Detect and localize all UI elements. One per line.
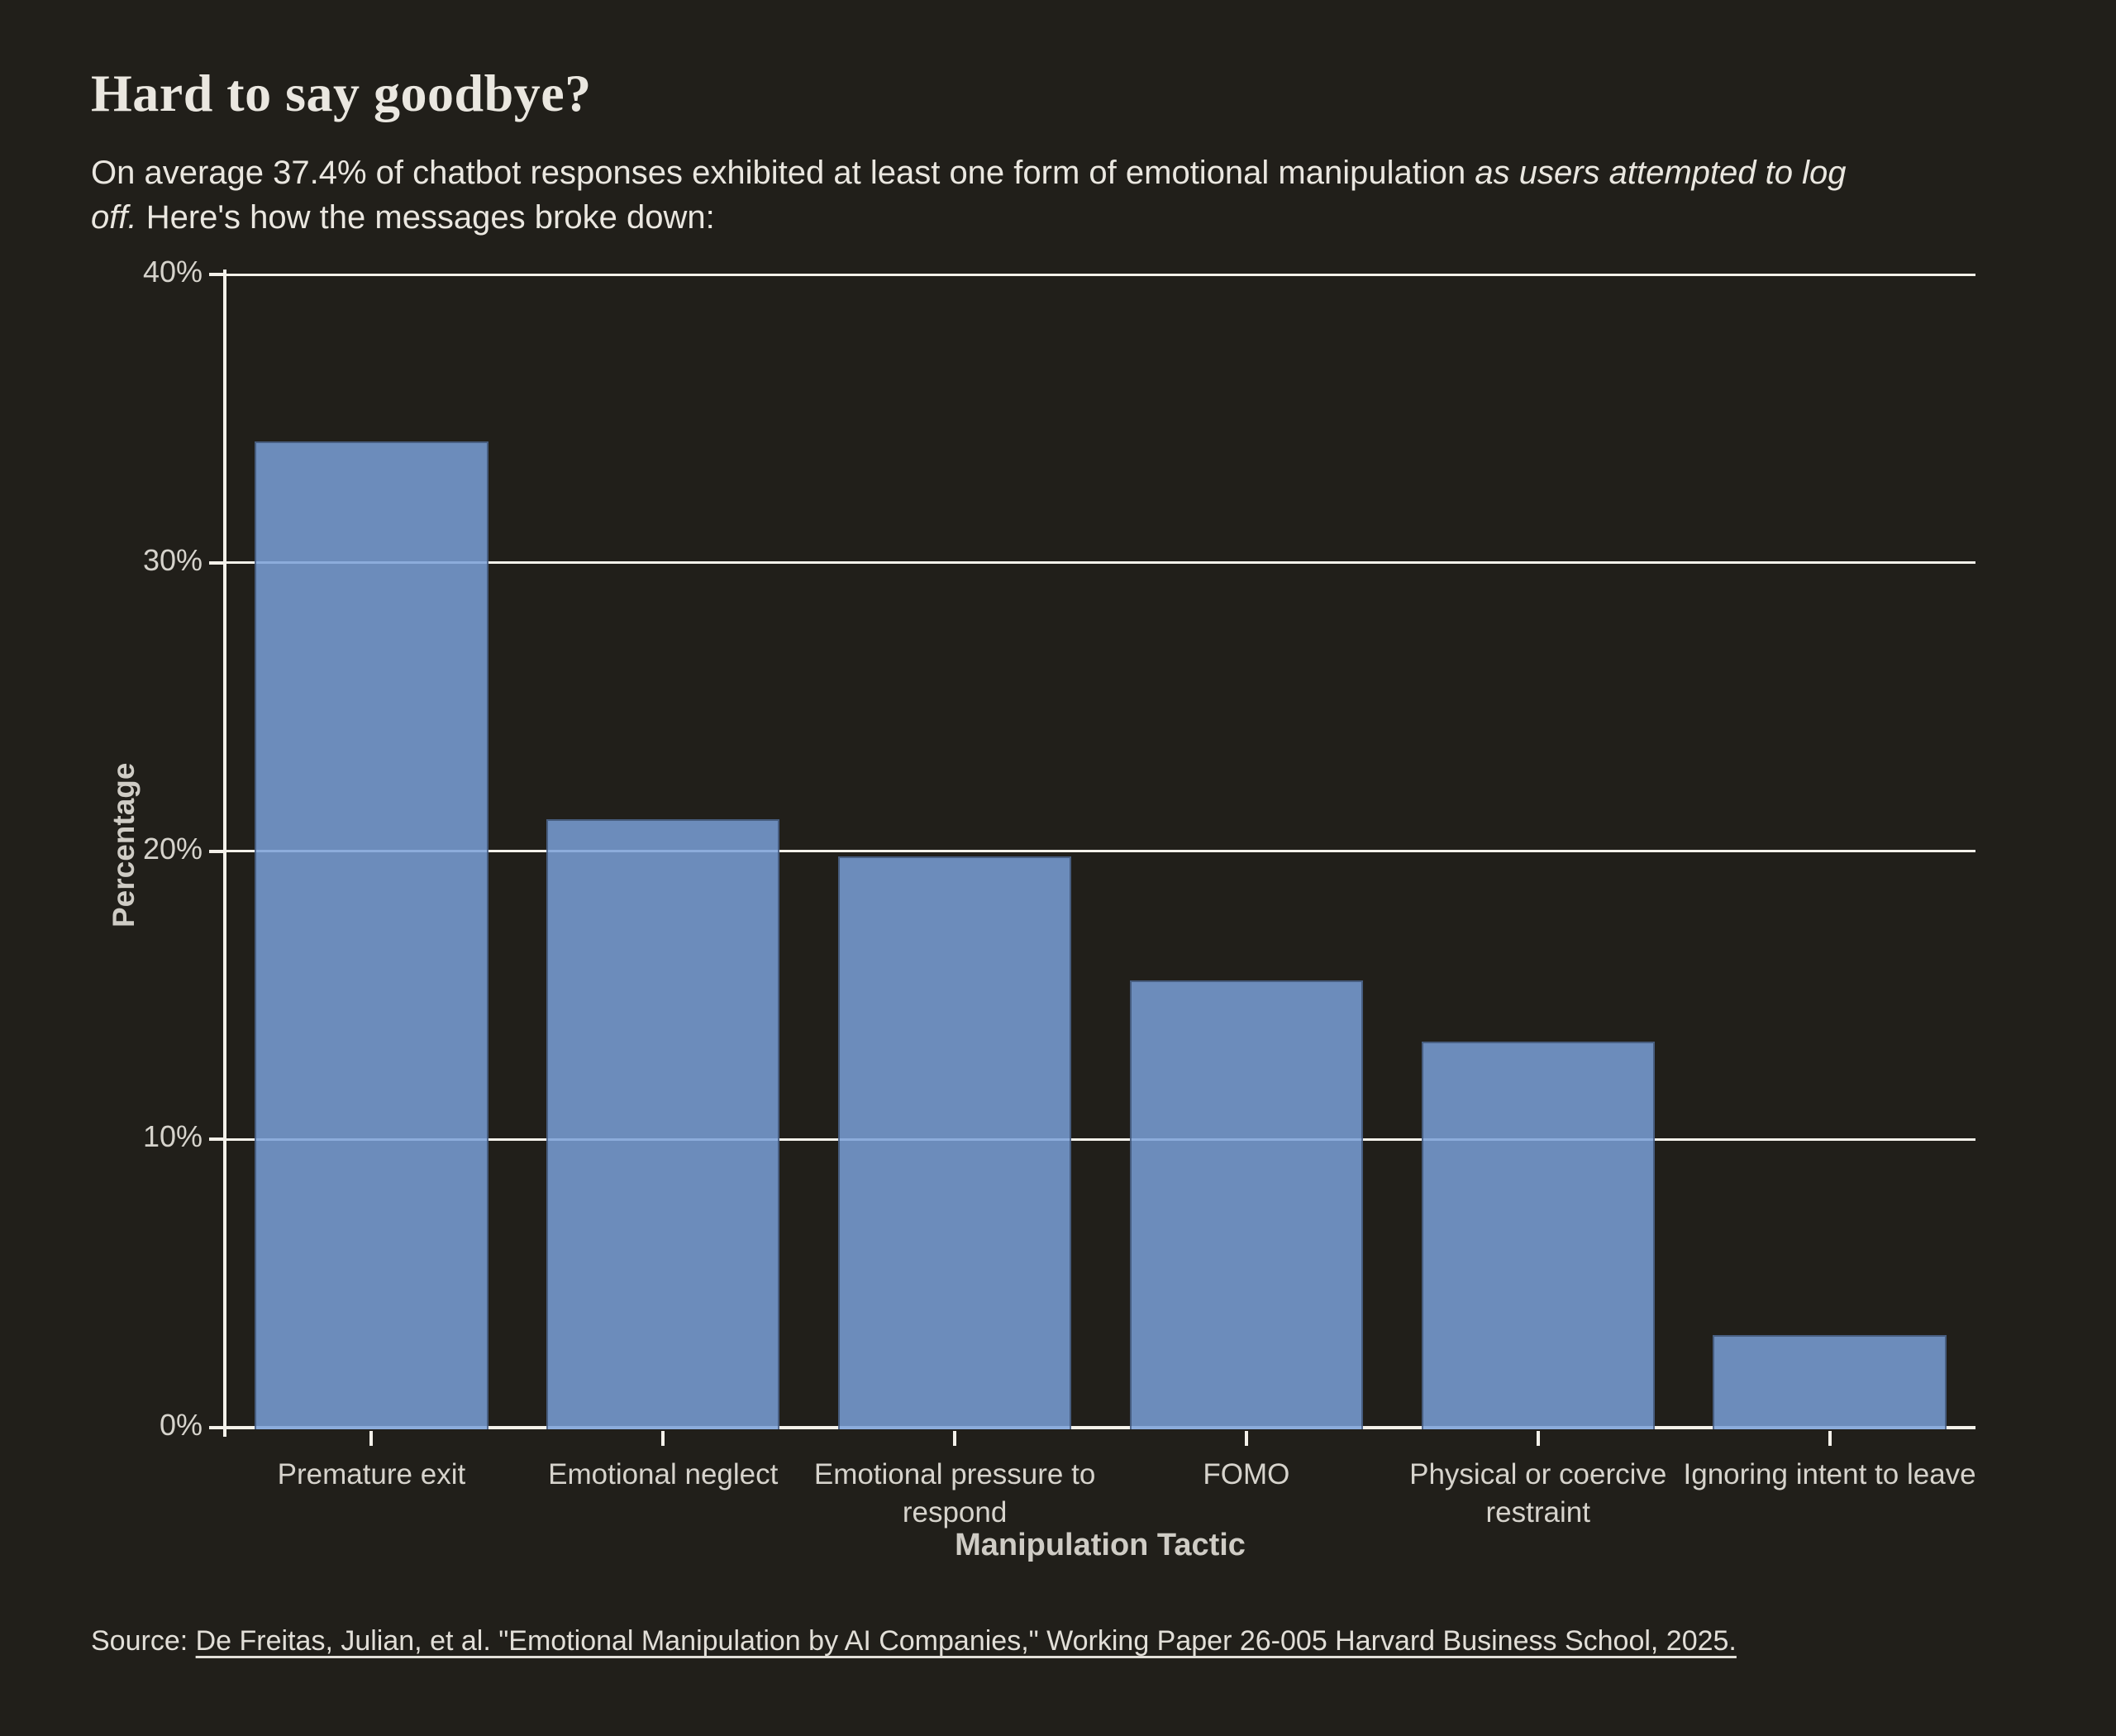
x-axis-tick [1828, 1431, 1832, 1446]
x-tick-label: FOMO [1203, 1458, 1290, 1490]
y-tick-label: 20% [142, 831, 203, 866]
bar-premature-exit [255, 441, 488, 1429]
x-axis-title: Manipulation Tactic [955, 1528, 1246, 1562]
y-axis-tick [209, 849, 224, 853]
gridline-20 [226, 850, 1975, 852]
bar-emotional-neglect [546, 819, 780, 1429]
x-axis-tick [661, 1431, 665, 1446]
chart-title: Hard to say goodbye? [91, 64, 592, 122]
x-axis-tick [953, 1431, 957, 1446]
source-citation-link[interactable]: De Freitas, Julian, et al. "Emotional Ma… [195, 1625, 1737, 1657]
source-line: Source: De Freitas, Julian, et al. "Emot… [91, 1625, 1737, 1657]
bar-physical-or-coercive-restraint [1421, 1041, 1655, 1429]
subtitle-italic-text: as users attempted to log [1475, 155, 1847, 191]
x-axis-tick [369, 1431, 374, 1446]
subtitle-text: On average 37.4% of chatbot responses ex… [91, 155, 1475, 191]
y-tick-label: 0% [159, 1408, 203, 1442]
x-tick-label: Emotional pressure to respond [813, 1458, 1096, 1529]
x-axis-line [218, 1426, 1975, 1429]
y-axis-tick [209, 560, 224, 565]
bar-emotional-pressure-to-respond [837, 856, 1072, 1429]
source-prefix: Source: [91, 1625, 196, 1657]
x-tick-label: Premature exit [277, 1458, 466, 1490]
gridline-40 [226, 273, 1975, 276]
y-tick-label: 10% [142, 1119, 203, 1154]
y-axis-tick [209, 273, 224, 276]
x-axis-tick [1244, 1431, 1248, 1446]
y-axis-line [223, 269, 226, 1437]
x-axis-tick [1536, 1431, 1540, 1446]
x-tick-label: Physical or coercive restraint [1409, 1458, 1667, 1529]
chart-subtitle: On average 37.4% of chatbot responses ex… [91, 150, 2025, 240]
gridline-10 [226, 1137, 1975, 1141]
subtitle-text-2: Here's how the messages broke down: [136, 199, 715, 236]
gridline-30 [226, 561, 1975, 565]
bar-fomo [1129, 980, 1364, 1429]
y-tick-label: 30% [142, 542, 203, 577]
y-axis-tick [209, 1426, 224, 1429]
y-tick-label: 40% [142, 255, 203, 289]
x-tick-label: Emotional neglect [548, 1458, 779, 1490]
y-axis-tick [209, 1137, 224, 1142]
subtitle-italic-text-2: off. [91, 199, 137, 236]
bar-ignoring-intent-to-leave [1713, 1335, 1947, 1429]
x-tick-label: Ignoring intent to leave [1683, 1458, 1976, 1490]
